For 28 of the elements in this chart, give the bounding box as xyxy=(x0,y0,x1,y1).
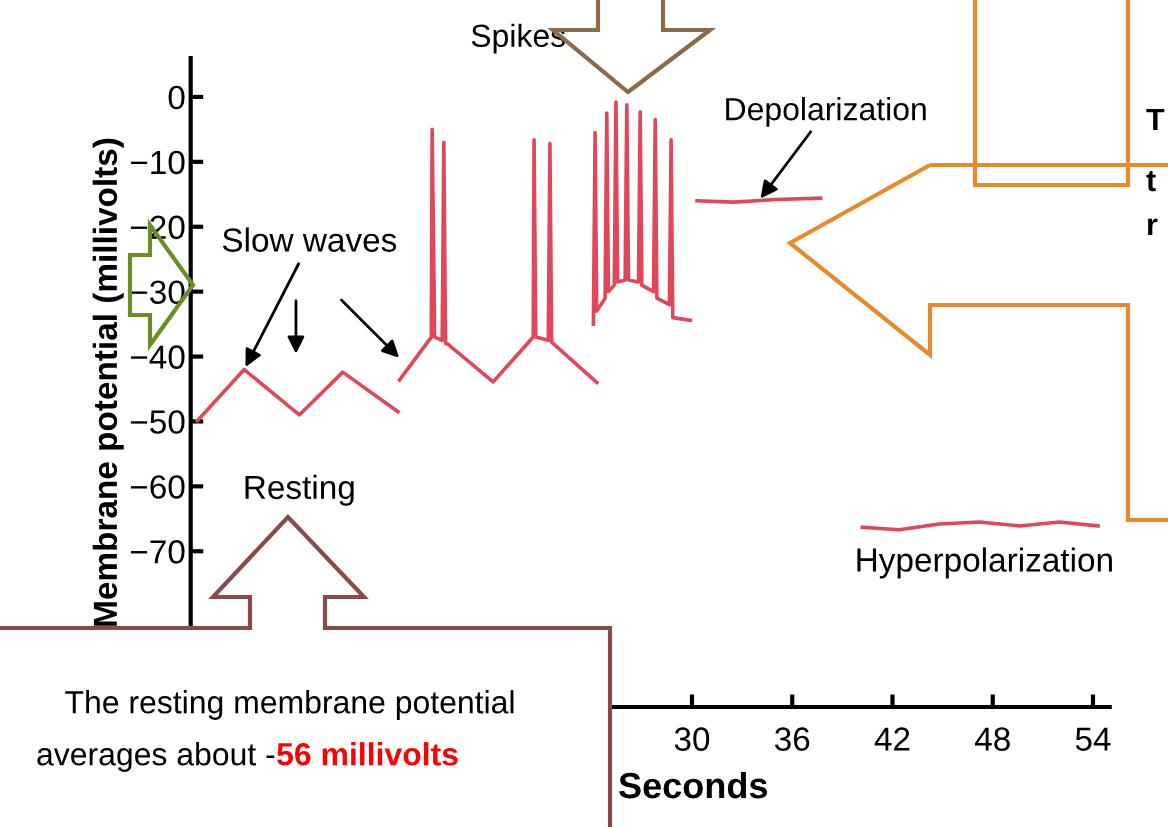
y-tick-label: −70 xyxy=(130,540,185,564)
y-tick-label: −40 xyxy=(130,345,185,369)
annotation: Hyperpolarization xyxy=(857,547,1112,579)
text: averages about - xyxy=(37,742,275,772)
text: r xyxy=(1148,218,1158,235)
line-series xyxy=(591,100,693,326)
y-tick-label: −60 xyxy=(130,475,185,499)
annotation: Depolarization xyxy=(726,96,926,127)
line-series xyxy=(860,520,1100,532)
x-axis-title: Seconds xyxy=(619,771,768,799)
text: 56 millivolts xyxy=(277,742,458,766)
y-tick-label: −50 xyxy=(130,410,185,434)
y-axis-title: Membrane potential (millivolts) xyxy=(92,138,124,626)
x-tick-label: 42 xyxy=(874,727,910,751)
text: t xyxy=(1146,170,1156,192)
annotation: The resting membrane potential xyxy=(65,690,514,720)
y-tick-label: 0 xyxy=(168,85,185,110)
x-tick-label: 30 xyxy=(674,727,710,751)
x-tick-label: 54 xyxy=(1075,727,1111,751)
text: Spikes xyxy=(471,23,565,54)
y-tick-label: −10 xyxy=(130,150,185,175)
annotation: Slow waves xyxy=(222,227,397,252)
x-tick-label: 36 xyxy=(774,727,810,751)
text: T xyxy=(1146,108,1165,130)
line-series xyxy=(195,367,400,423)
annotation: Resting xyxy=(245,474,354,506)
line-series xyxy=(397,127,599,385)
x-tick-label: 48 xyxy=(974,727,1010,751)
